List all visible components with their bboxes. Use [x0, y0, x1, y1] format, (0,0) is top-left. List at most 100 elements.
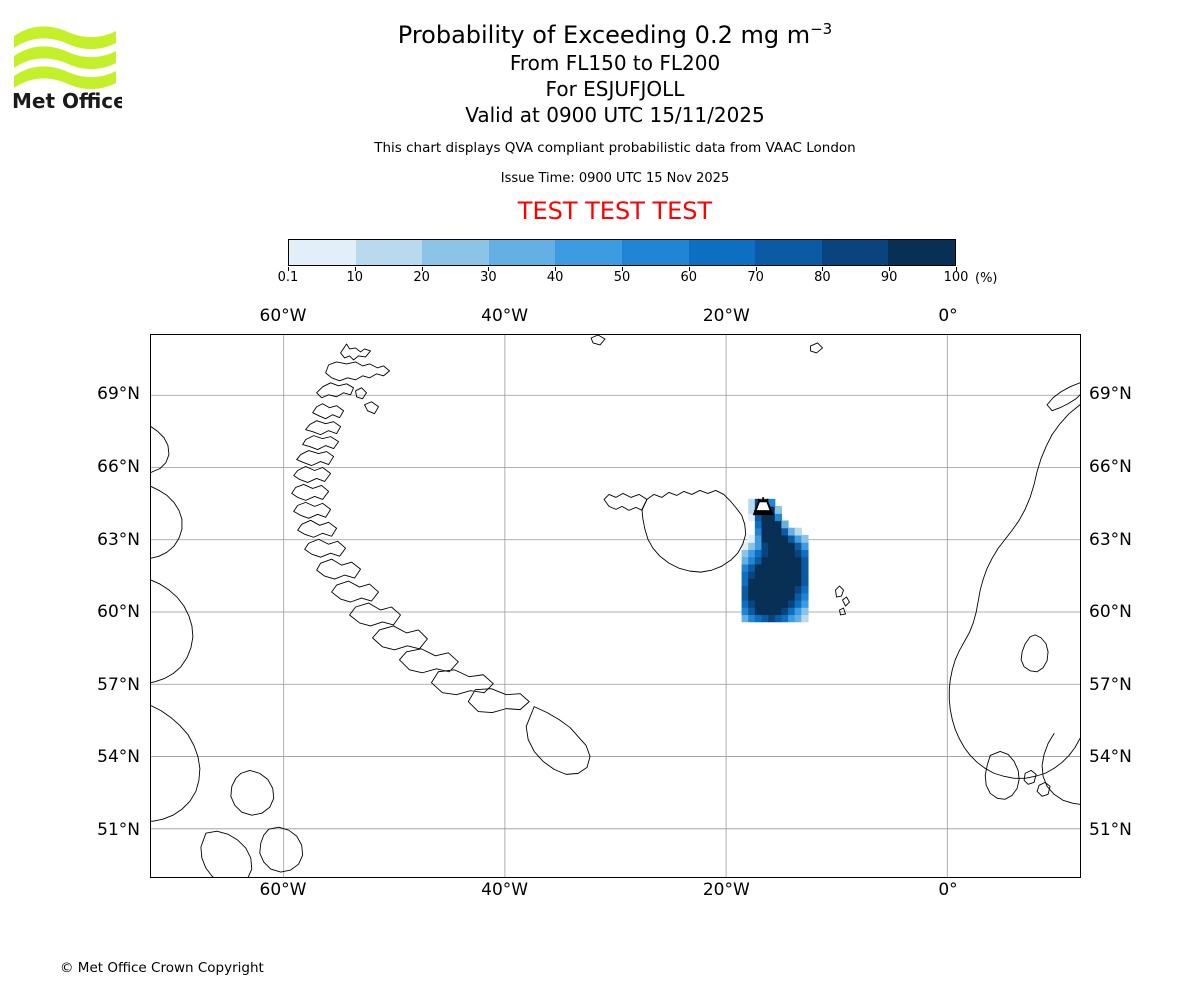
- ash-cell: [748, 571, 756, 579]
- ash-cell: [794, 534, 802, 543]
- ash-cell: [741, 578, 749, 587]
- coastline-canada-east: [151, 426, 201, 822]
- coastline-great-britain: [1020, 634, 1049, 673]
- colorbar-tick-100: [956, 267, 957, 271]
- volcano-marker[interactable]: [752, 497, 774, 516]
- ash-cell: [788, 607, 796, 616]
- colorbar-tick-labels: 0.1 10 20 30 40 50 60 70 80 90 100: [278, 267, 968, 287]
- ash-cell: [768, 534, 776, 543]
- ash-cell: [754, 513, 763, 522]
- colorbar-band-60-70: [688, 240, 756, 265]
- chart-header: Probability of Exceeding 0.2 mg m−3 From…: [150, 20, 1080, 226]
- ash-cell: [801, 534, 809, 543]
- ash-cell: [794, 599, 802, 608]
- colorbar-tick-20: [421, 267, 423, 271]
- ash-cell: [768, 614, 776, 623]
- ash-cell: [781, 599, 789, 608]
- ash-cell: [781, 592, 789, 601]
- ash-cell: [788, 585, 796, 594]
- ash-cell: [794, 614, 802, 623]
- ash-cell: [761, 520, 769, 529]
- logo-wave-bands: [14, 26, 116, 90]
- colorbar-tick-30: [488, 267, 490, 271]
- ash-cell: [774, 614, 782, 623]
- ash-cell: [748, 599, 756, 608]
- ash-cell: [774, 506, 782, 514]
- lat-label-left-54°N: 54°N: [97, 747, 140, 768]
- ash-cell: [774, 542, 782, 550]
- ash-cell: [768, 498, 776, 507]
- ash-cell: [788, 534, 796, 543]
- ash-cell: [748, 592, 756, 601]
- ash-cell: [781, 556, 789, 565]
- ash-cell: [748, 506, 756, 514]
- logo-wave-1: [14, 26, 116, 50]
- ash-cell: [761, 527, 769, 536]
- lat-label-right-60°N: 60°N: [1089, 602, 1132, 623]
- coastline-norway-north: [1046, 382, 1080, 412]
- colorbar-band-30-40: [488, 240, 556, 265]
- ash-cell: [768, 527, 776, 536]
- ash-cell: [801, 614, 809, 623]
- ash-cell: [768, 585, 776, 594]
- lon-label-bottom-20°W: 20°W: [702, 880, 750, 900]
- colorbar-tick-70: [755, 267, 757, 271]
- ash-cell: [781, 571, 789, 579]
- ash-cell: [761, 614, 769, 623]
- ash-cell: [794, 549, 802, 558]
- ash-cell: [768, 592, 776, 601]
- ash-cell: [754, 599, 763, 608]
- lat-label-right-66°N: 66°N: [1089, 456, 1132, 477]
- colorbar-tick-label-80: 80: [814, 270, 831, 285]
- lat-label-right-63°N: 63°N: [1089, 529, 1132, 550]
- volcano-name-line: For ESJUFJOLL: [545, 77, 685, 101]
- ash-cell: [774, 549, 782, 558]
- ash-cell: [801, 585, 809, 594]
- ash-cell: [801, 599, 809, 608]
- coastline-greenland-east: [525, 706, 591, 775]
- ash-cell: [794, 607, 802, 616]
- ash-cell: [768, 607, 776, 616]
- ash-cell: [748, 534, 756, 543]
- ash-cell: [754, 614, 763, 623]
- ash-cell: [794, 527, 802, 536]
- lon-label-top-40°W: 40°W: [481, 306, 529, 326]
- ash-cell: [774, 592, 782, 601]
- ash-cell: [754, 542, 763, 550]
- ash-cell: [794, 542, 802, 550]
- colorbar-band-20-30: [422, 240, 489, 265]
- ash-cell: [774, 571, 782, 579]
- lon-label-bottom-40°W: 40°W: [481, 880, 529, 900]
- ash-cell: [754, 607, 763, 616]
- colorbar-tick-label-10: 10: [346, 270, 364, 285]
- ash-cell: [774, 513, 782, 522]
- ash-cell: [768, 599, 776, 608]
- ash-cell: [741, 549, 749, 558]
- map-plot-area[interactable]: [150, 334, 1081, 878]
- colorbar-band-10-20: [355, 240, 423, 265]
- colorbar-tick-label-60: 60: [680, 270, 698, 285]
- valid-time-line: Valid at 0900 UTC 15/11/2025: [465, 103, 765, 127]
- lon-label-bottom-60°W: 60°W: [259, 880, 307, 900]
- lon-label-top-0°: 0°: [938, 306, 958, 326]
- volcano-marker-layer: [752, 497, 774, 516]
- test-banner: TEST TEST TEST: [517, 197, 713, 225]
- ash-cell: [754, 549, 763, 558]
- ash-cell: [788, 563, 796, 572]
- ash-cell: [781, 527, 789, 536]
- met-office-logo: Met Office: [12, 22, 122, 117]
- ash-cell: [781, 607, 789, 616]
- coastline-iceland-westfjords: [603, 492, 648, 511]
- ash-cell: [774, 556, 782, 565]
- ash-cell: [794, 556, 802, 565]
- ash-cell: [794, 592, 802, 601]
- ash-cell: [788, 614, 796, 623]
- ash-cell: [801, 563, 809, 572]
- colorbar-tick-60: [688, 267, 690, 271]
- volcano-base-icon: [754, 510, 773, 515]
- colorbar-tick-label-0.1: 0.1: [277, 270, 299, 285]
- ash-cell: [768, 520, 776, 529]
- coastline-nova-scotia: [200, 830, 253, 877]
- coastline-newfoundland: [230, 769, 275, 816]
- lat-label-left-51°N: 51°N: [97, 819, 140, 840]
